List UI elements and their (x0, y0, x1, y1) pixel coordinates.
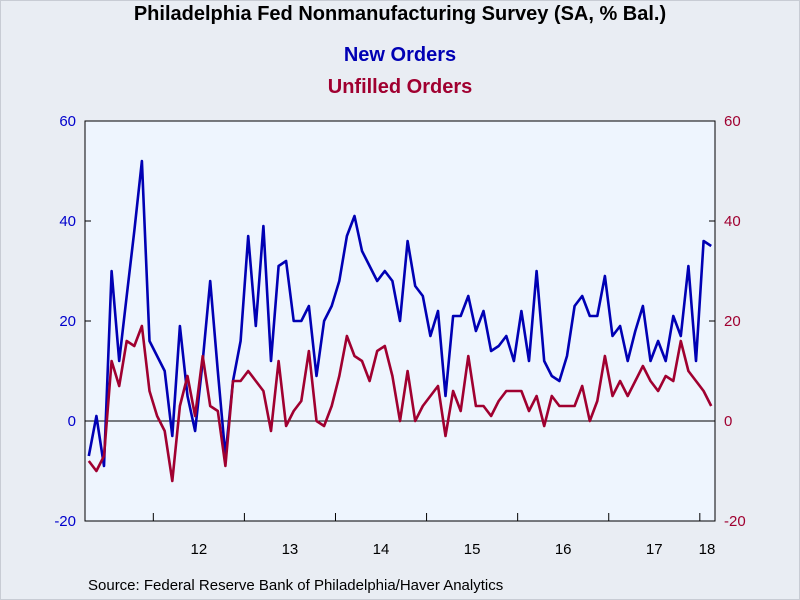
x-tick-label: 12 (191, 541, 208, 558)
x-tick-label: 18 (699, 541, 716, 558)
y-right-tick-label: 0 (724, 413, 732, 430)
y-left-tick-label: 0 (68, 413, 76, 430)
series-line-new-orders (87, 159, 712, 468)
legend-new-orders: New Orders (343, 44, 457, 66)
source-note: Source: Federal Reserve Bank of Philadel… (88, 577, 504, 594)
legend-unfilled-orders: Unfilled Orders (327, 76, 473, 98)
y-right-tick-label: 60 (724, 113, 741, 130)
y-left-tick-label: -20 (54, 513, 76, 530)
series-line-unfilled-orders (87, 324, 713, 483)
y-left-tick-label: 40 (59, 213, 76, 230)
x-tick-label: 15 (464, 541, 481, 558)
chart-title: Philadelphia Fed Nonmanufacturing Survey… (133, 3, 667, 25)
x-tick-label: 16 (555, 541, 572, 558)
y-left-tick-label: 20 (59, 313, 76, 330)
x-tick-label: 13 (282, 541, 299, 558)
y-right-tick-label: 40 (724, 213, 741, 230)
x-tick-label: 17 (646, 541, 663, 558)
y-left-tick-label: 60 (59, 113, 76, 130)
x-tick-label: 14 (373, 541, 390, 558)
y-right-tick-label: -20 (724, 513, 746, 530)
y-right-tick-label: 20 (724, 313, 741, 330)
